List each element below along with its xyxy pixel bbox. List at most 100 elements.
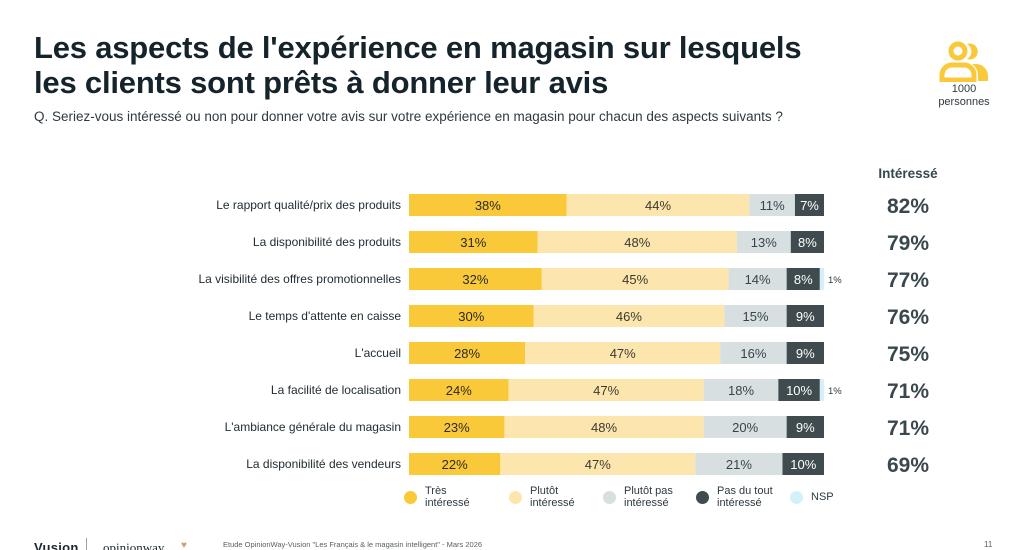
page-title: Les aspects de l'expérience en magasin s… <box>34 30 894 100</box>
data-label-tres-interesse: 28% <box>454 346 480 361</box>
legend-item-plutot-interesse: Plutôt intéressé <box>509 485 603 509</box>
bar-segment-pas-du-tout-interesse <box>786 342 824 364</box>
category-label-la-facilite-de-localisation: La facilité de localisation <box>271 383 401 397</box>
survey-question: Q. Seriez-vous intéressé ou non pour don… <box>34 109 783 124</box>
legend-label: Très intéressé <box>425 485 470 509</box>
data-label-tres-interesse: 31% <box>460 235 486 250</box>
data-label-plutot-interesse: 46% <box>616 309 642 324</box>
bar-segment-pas-du-tout-interesse <box>786 305 824 327</box>
bar-segment-plutot-pas-interesse <box>703 379 779 401</box>
bar-segment-tres-interesse <box>409 305 534 327</box>
data-label-plutot-interesse: 44% <box>645 198 671 213</box>
data-label-pas-du-tout-interesse: 7% <box>800 198 819 213</box>
bar-segment-plutot-pas-interesse <box>720 342 787 364</box>
legend-label: Pas du tout intéressé <box>717 485 773 509</box>
data-label-pas-du-tout-interesse: 10% <box>786 383 812 398</box>
title-line-2: les clients sont prêts à donner leur avi… <box>34 65 609 100</box>
data-label-plutot-pas-interesse: 13% <box>751 235 777 250</box>
bar-segment-plutot-pas-interesse <box>724 305 787 327</box>
data-label-pas-du-tout-interesse: 8% <box>798 235 817 250</box>
data-label-plutot-interesse: 45% <box>622 272 648 287</box>
legend-item-pas-du-tout-interesse: Pas du tout intéressé <box>696 485 790 509</box>
total-interesse-label: 77% <box>887 269 929 292</box>
category-label-l-accueil: L'accueil <box>355 346 401 360</box>
bar-segment-pas-du-tout-interesse <box>778 379 820 401</box>
vusion-logo: Vusion <box>34 540 79 550</box>
bar-segment-plutot-interesse <box>533 305 725 327</box>
bar-segment-plutot-interesse <box>508 379 704 401</box>
data-label-plutot-pas-interesse: 20% <box>732 420 758 435</box>
total-interesse-label: 76% <box>887 306 929 329</box>
total-interesse-label: 71% <box>887 417 929 440</box>
legend-item-plutot-pas-interesse: Plutôt pas intéressé <box>603 485 696 509</box>
bar-segment-plutot-pas-interesse <box>736 231 791 253</box>
bar-segment-plutot-pas-interesse <box>728 268 787 290</box>
people-icon <box>939 41 988 82</box>
bar-segment-plutot-interesse <box>525 342 721 364</box>
data-label-plutot-pas-interesse: 18% <box>728 383 754 398</box>
bar-segment-plutot-pas-interesse <box>695 453 783 475</box>
total-interesse-label: 75% <box>887 343 929 366</box>
data-label-plutot-pas-interesse: 16% <box>740 346 766 361</box>
data-label-plutot-pas-interesse: 21% <box>726 457 752 472</box>
category-label-le-temps-d-attente-en-caisse: Le temps d'attente en caisse <box>249 309 402 323</box>
legend-item-nsp: NSP <box>790 485 850 509</box>
bar-segment-nsp <box>819 379 824 401</box>
bar-segment-pas-du-tout-interesse <box>786 268 820 290</box>
data-label-plutot-pas-interesse: 14% <box>745 272 771 287</box>
bar-segment-plutot-interesse <box>500 453 696 475</box>
total-interesse-label: 71% <box>887 380 929 403</box>
legend-swatch <box>509 491 522 504</box>
sample-unit: personnes <box>938 96 990 108</box>
footer-divider <box>86 538 87 550</box>
data-label-nsp: 1% <box>828 275 842 286</box>
total-interesse-label: 82% <box>887 195 929 218</box>
opinionway-logo: opinionway <box>103 540 165 550</box>
bar-segment-pas-du-tout-interesse <box>794 194 824 216</box>
chart-legend: Très intéressé Plutôt intéressé Plutôt pas… <box>404 485 850 509</box>
legend-item-tres-interesse: Très intéressé <box>404 485 509 509</box>
legend-label: Plutôt pas intéressé <box>624 485 673 509</box>
data-label-tres-interesse: 22% <box>442 457 468 472</box>
bar-segment-tres-interesse <box>409 342 526 364</box>
data-label-tres-interesse: 23% <box>444 420 470 435</box>
data-label-tres-interesse: 30% <box>458 309 484 324</box>
bar-segment-plutot-interesse <box>566 194 750 216</box>
data-label-tres-interesse: 32% <box>462 272 488 287</box>
data-label-plutot-interesse: 47% <box>610 346 636 361</box>
data-label-plutot-interesse: 48% <box>624 235 650 250</box>
bar-segment-tres-interesse <box>409 453 501 475</box>
legend-swatch <box>603 491 616 504</box>
bar-segment-tres-interesse <box>409 416 505 438</box>
source-note: Etude OpinionWay-Vusion "Les Français & … <box>223 540 483 549</box>
category-label-l-ambiance-generale-du-magasin: L'ambiance générale du magasin <box>225 420 401 434</box>
data-label-plutot-interesse: 47% <box>585 457 611 472</box>
bar-segment-plutot-interesse <box>504 416 704 438</box>
legend-swatch <box>696 491 709 504</box>
legend-label: NSP <box>811 491 834 503</box>
data-label-plutot-interesse: 48% <box>591 420 617 435</box>
bar-segment-plutot-interesse <box>541 268 729 290</box>
data-label-tres-interesse: 38% <box>475 198 501 213</box>
data-label-plutot-pas-interesse: 11% <box>760 198 785 213</box>
category-label-le-rapport-qualite-prix-des-produits: Le rapport qualité/prix des produits <box>216 198 401 212</box>
total-interesse-label: 79% <box>887 232 929 255</box>
data-label-pas-du-tout-interesse: 9% <box>796 346 815 361</box>
legend-swatch <box>790 491 803 504</box>
heart-icon: ♥ <box>181 540 187 550</box>
bar-segment-pas-du-tout-interesse <box>790 231 824 253</box>
data-label-nsp: 1% <box>828 386 842 397</box>
bar-segment-nsp <box>819 268 824 290</box>
bar-segment-pas-du-tout-interesse <box>786 416 824 438</box>
bar-segment-tres-interesse <box>409 231 538 253</box>
category-label-la-visibilite-des-offres-promotionnelles: La visibilité des offres promotionnelles <box>198 272 401 286</box>
footer: Vusion opinionway ♥ Etude OpinionWay-Vus… <box>0 538 1024 550</box>
bar-segment-plutot-pas-interesse <box>749 194 795 216</box>
sample-count: 1000 <box>951 83 977 95</box>
legend-label: Plutôt intéressé <box>530 485 575 509</box>
bar-segment-tres-interesse <box>409 379 509 401</box>
data-label-plutot-pas-interesse: 15% <box>743 309 769 324</box>
sample-size-badge: 1000 personnes <box>928 40 1000 108</box>
bar-segment-tres-interesse <box>409 268 542 290</box>
data-label-plutot-interesse: 47% <box>593 383 619 398</box>
